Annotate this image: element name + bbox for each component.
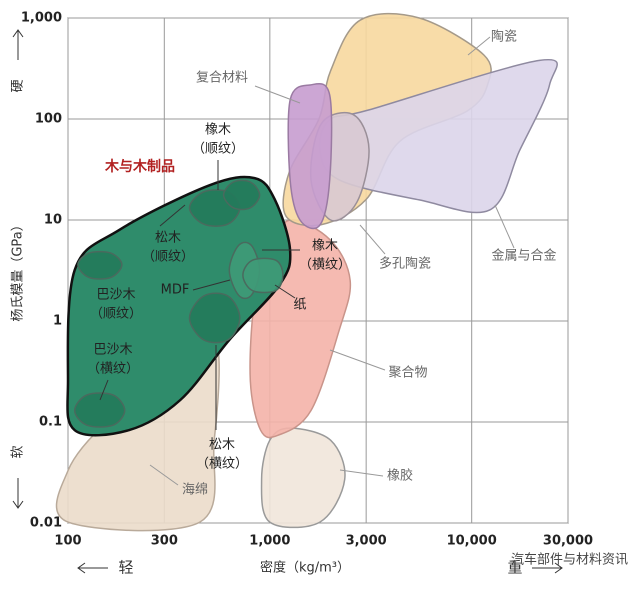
- arrow-left: [77, 562, 108, 574]
- annotation: 橡胶: [387, 468, 413, 484]
- leader-line: [467, 36, 491, 56]
- region: [222, 179, 261, 211]
- leader-line: [339, 469, 384, 477]
- annotation: 木与木制品: [104, 158, 175, 175]
- arrow-down: [12, 478, 24, 509]
- annotation: （顺纹）: [90, 307, 142, 322]
- annotation: 巴沙木: [93, 343, 132, 358]
- annotation: MDF: [161, 283, 190, 298]
- y-tick-label: 0.1: [39, 415, 62, 430]
- annotation: 多孔陶瓷: [379, 256, 431, 272]
- annotation: 复合材料: [196, 71, 248, 86]
- region: [73, 392, 126, 428]
- arrow-up: [12, 29, 24, 60]
- leader-line: [359, 224, 386, 255]
- y-tick-label: 100: [35, 112, 62, 127]
- leader-line: [99, 379, 109, 401]
- x-axis-label: 密度（kg/m³）: [260, 560, 350, 576]
- x-tick-label: 3,000: [346, 534, 387, 549]
- leader-line: [192, 279, 231, 291]
- leader-line: [159, 204, 186, 227]
- annotation: （横纹）: [87, 362, 139, 377]
- annotation: 纸: [293, 298, 306, 313]
- leader-line: [149, 464, 179, 486]
- arrow-right: [532, 562, 563, 574]
- annotation: 松木: [155, 231, 181, 246]
- y-tick-label: 1: [53, 314, 62, 329]
- y-high-label: 硬: [11, 79, 26, 92]
- y-tick-label: 10: [44, 213, 62, 228]
- y-tick-label: 1,000: [21, 11, 62, 26]
- annotation: 松木: [209, 438, 235, 453]
- annotation: 橡木: [205, 123, 231, 138]
- x-low-label: 轻: [118, 559, 133, 577]
- region: [188, 292, 241, 344]
- leader-line: [329, 349, 386, 371]
- region: [77, 250, 123, 280]
- x-tick-label: 10,000: [447, 534, 497, 549]
- region: [242, 257, 284, 294]
- annotation: 金属与合金: [491, 248, 556, 264]
- leader-line: [254, 85, 301, 104]
- x-tick-label: 1,000: [249, 534, 290, 549]
- region: [260, 427, 346, 529]
- leader-line: [274, 284, 296, 299]
- source: 汽车部件与材料资讯: [511, 552, 628, 568]
- annotation: 海绵: [182, 483, 208, 498]
- leader-line: [494, 204, 515, 249]
- y-axis-label: 杨氏模量（GPa）: [11, 218, 26, 321]
- annotation: 巴沙木: [96, 288, 135, 303]
- y-low-label: 软: [11, 445, 26, 458]
- annotation: （顺纹）: [142, 250, 194, 265]
- annotation: （横纹）: [196, 457, 248, 472]
- annotation: 橡木: [312, 239, 338, 254]
- annotation: （横纹）: [299, 258, 351, 273]
- x-tick-label: 30,000: [543, 534, 593, 549]
- x-high-label: 重: [507, 559, 522, 577]
- annotation: 聚合物: [388, 366, 427, 381]
- annotation: 陶瓷: [491, 29, 517, 45]
- y-tick-label: 0.01: [30, 516, 62, 531]
- x-tick-label: 300: [151, 534, 178, 549]
- region: [287, 82, 333, 230]
- annotation: （顺纹）: [192, 142, 244, 157]
- x-tick-label: 100: [54, 534, 81, 549]
